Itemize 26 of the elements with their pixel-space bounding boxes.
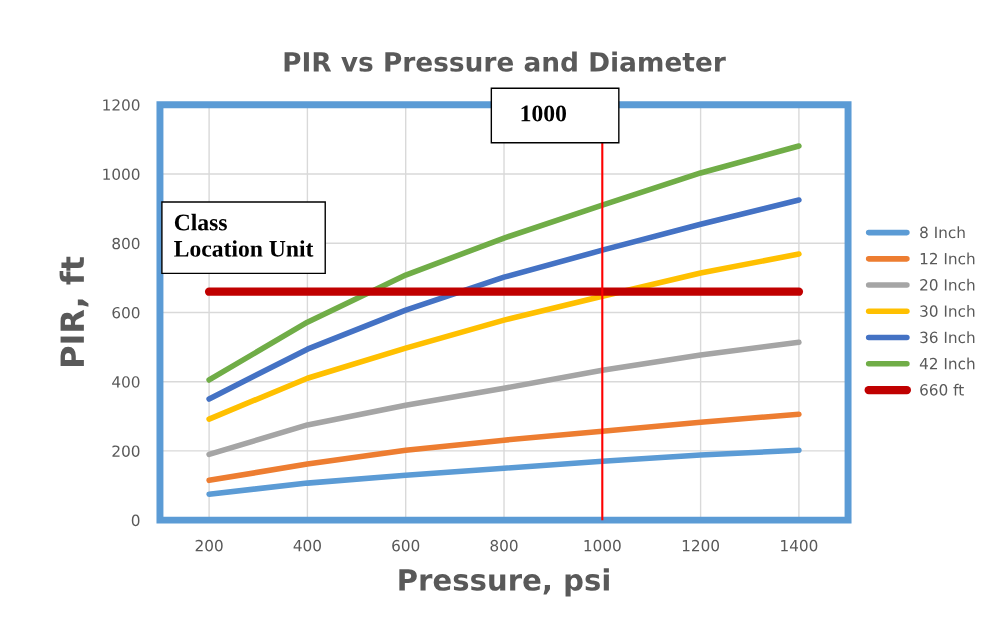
legend-label: 8 Inch bbox=[920, 226, 965, 239]
y-tick-label: 0 bbox=[131, 514, 140, 527]
y-tick-label: 1000 bbox=[103, 168, 140, 181]
y-tick-label: 200 bbox=[112, 445, 140, 457]
legend-label: 30 Inch bbox=[920, 305, 975, 317]
x-tick-label: 1000 bbox=[584, 539, 621, 552]
x-tick-label: 1400 bbox=[781, 539, 818, 552]
y-axis-title: PIR, ft bbox=[59, 256, 89, 366]
x-tick-label: 600 bbox=[392, 539, 420, 552]
y-tick-label: 800 bbox=[112, 237, 140, 250]
legend-label: 42 Inch bbox=[919, 357, 975, 370]
y-tick-label: 1200 bbox=[103, 99, 140, 111]
legend-label: 660 ft bbox=[920, 383, 964, 396]
ref-line-label: 1000 bbox=[521, 105, 566, 122]
y-tick-label: 600 bbox=[112, 306, 140, 319]
legend-label: 36 Inch bbox=[920, 331, 975, 344]
x-tick-label: 200 bbox=[195, 539, 223, 552]
y-tick-label: 400 bbox=[112, 376, 140, 388]
x-axis-title: Pressure, psi bbox=[399, 568, 609, 597]
x-tick-label: 800 bbox=[490, 539, 518, 552]
x-tick-label: 1200 bbox=[682, 539, 720, 552]
x-tick-label: 400 bbox=[293, 539, 321, 552]
chart-title: PIR vs Pressure and Diameter bbox=[284, 51, 726, 72]
legend-label: 12 Inch bbox=[920, 252, 975, 265]
annotation: Class Location Unit bbox=[174, 213, 314, 257]
legend-label: 20 Inch bbox=[920, 278, 975, 291]
